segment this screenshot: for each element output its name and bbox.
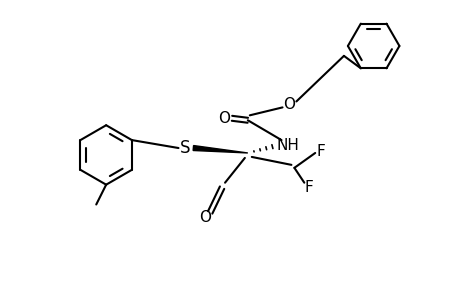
Text: NH: NH (275, 137, 298, 152)
Text: O: O (218, 111, 230, 126)
Text: S: S (180, 139, 190, 157)
Text: F: F (304, 180, 313, 195)
Text: F: F (316, 145, 325, 160)
Polygon shape (193, 146, 247, 153)
Text: O: O (283, 97, 295, 112)
Text: O: O (199, 210, 211, 225)
